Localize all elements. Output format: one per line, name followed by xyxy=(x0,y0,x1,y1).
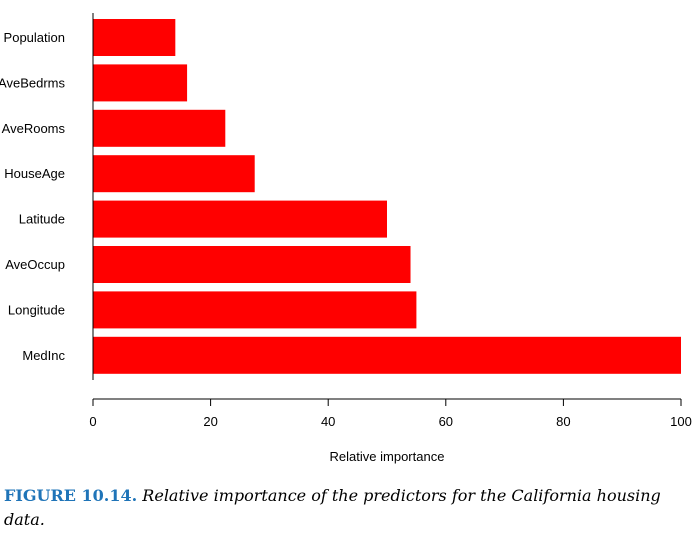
bars-group xyxy=(93,19,681,374)
y-tick-label-population: Population xyxy=(4,30,65,45)
x-tick-label-80: 80 xyxy=(556,414,570,429)
figure-caption: FIGURE 10.14. Relative importance of the… xyxy=(4,484,698,532)
figure-caption-text: Relative importance of the predictors fo… xyxy=(4,486,661,529)
y-tick-label-medinc: MedInc xyxy=(22,348,65,363)
x-tick-label-40: 40 xyxy=(321,414,335,429)
y-tick-label-longitude: Longitude xyxy=(8,302,65,317)
figure-label: FIGURE 10.14. xyxy=(4,486,138,505)
y-tick-label-aveoccup: AveOccup xyxy=(5,257,65,272)
bar-latitude xyxy=(93,200,387,238)
bar-chart: Population AveBedrms AveRooms HouseAge Latit… xyxy=(0,13,692,464)
y-tick-labels: Population AveBedrms AveRooms HouseAge Latit… xyxy=(0,30,65,363)
y-tick-label-averooms: AveRooms xyxy=(2,121,66,136)
x-axis-title: Relative importance xyxy=(330,449,445,464)
y-tick-label-latitude: Latitude xyxy=(19,212,65,227)
x-tick-label-20: 20 xyxy=(203,414,217,429)
bar-population xyxy=(93,19,176,56)
x-ticks: 0 20 40 60 80 100 xyxy=(89,399,692,429)
bar-medinc xyxy=(93,336,681,374)
bar-avebedrms xyxy=(93,64,188,102)
y-tick-label-avebedrms: AveBedrms xyxy=(0,75,65,90)
bar-aveoccup xyxy=(93,246,411,283)
y-tick-label-houseage: HouseAge xyxy=(4,166,65,181)
x-tick-label-100: 100 xyxy=(670,414,692,429)
x-tick-label-0: 0 xyxy=(89,414,96,429)
bar-houseage xyxy=(93,155,255,193)
bar-longitude xyxy=(93,291,417,329)
bar-averooms xyxy=(93,109,226,147)
x-tick-label-60: 60 xyxy=(439,414,453,429)
